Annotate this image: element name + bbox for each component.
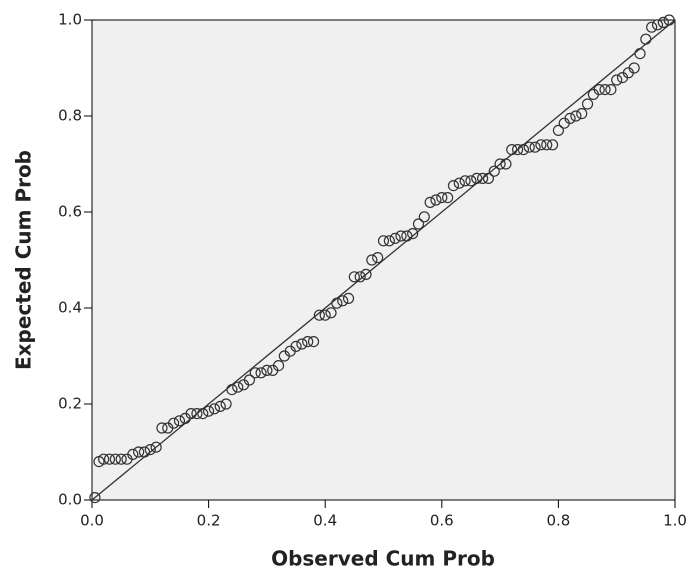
y-tick-label: 1.0 [58,11,82,29]
y-axis-label: Expected Cum Prob [12,150,36,370]
chart: Observed Cum Prob Expected Cum Prob 0.0 0… [0,0,689,573]
y-tick-label: 0.4 [58,299,82,317]
x-tick-label: 0.4 [313,512,337,530]
x-axis-label: Observed Cum Prob [271,547,495,571]
y-tick-label: 0.2 [58,395,82,413]
x-tick-label: 0.0 [80,512,104,530]
y-tick-label: 0.6 [58,203,82,221]
x-tick-label: 1.0 [663,512,687,530]
y-tick-label: 0.8 [58,107,82,125]
x-tick-label: 0.6 [430,512,454,530]
x-tick-label: 0.8 [546,512,570,530]
y-tick-label: 0.0 [58,491,82,509]
x-tick-label: 0.2 [197,512,221,530]
